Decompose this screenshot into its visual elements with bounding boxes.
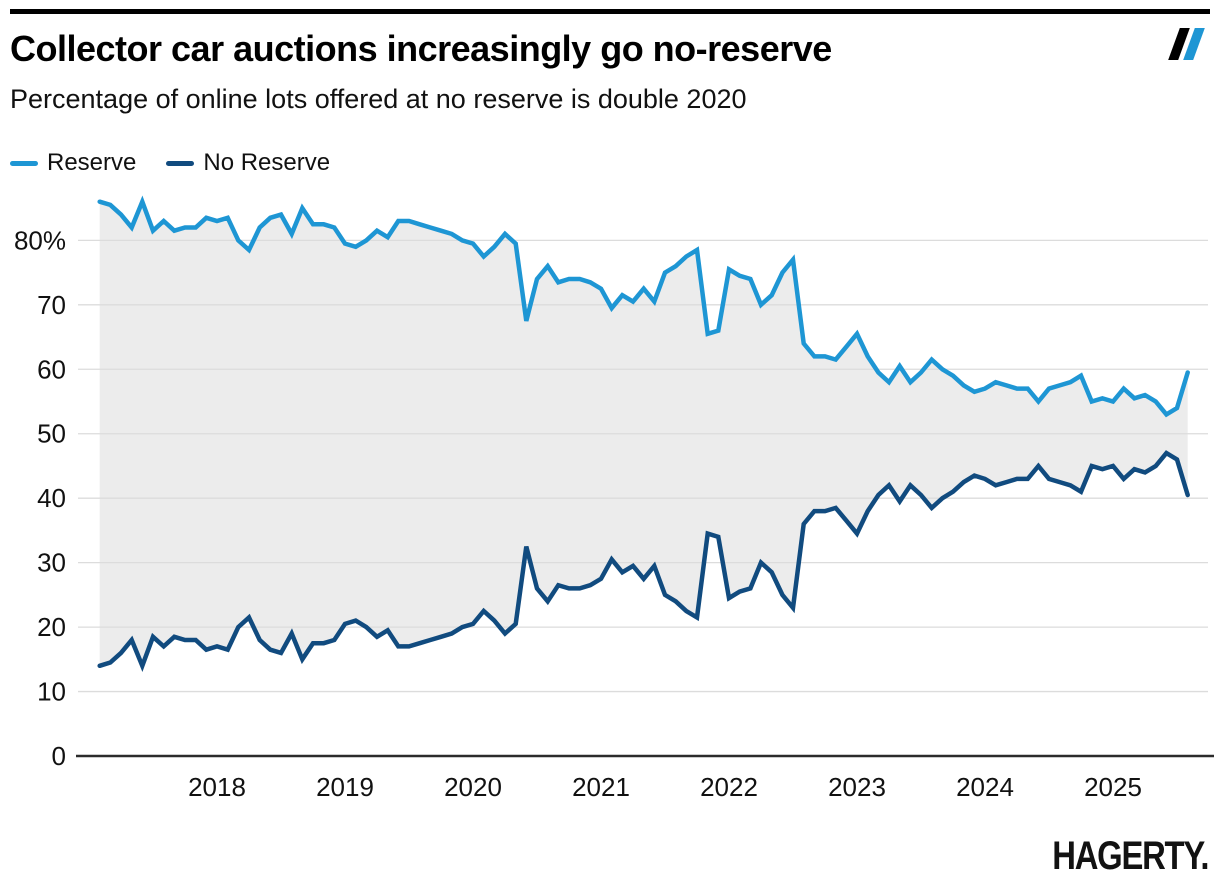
svg-text:40: 40 — [37, 483, 66, 513]
svg-text:2022: 2022 — [700, 772, 758, 802]
svg-text:60: 60 — [37, 354, 66, 384]
svg-text:2020: 2020 — [444, 772, 502, 802]
svg-text:20: 20 — [37, 612, 66, 642]
chart-subtitle: Percentage of online lots offered at no … — [10, 84, 747, 114]
svg-text:30: 30 — [37, 548, 66, 578]
legend-item-no-reserve: No Reserve — [166, 149, 330, 177]
svg-text:50: 50 — [37, 419, 66, 449]
svg-text:2025: 2025 — [1084, 772, 1142, 802]
svg-text:80%: 80% — [14, 225, 66, 255]
svg-text:2024: 2024 — [956, 772, 1014, 802]
svg-text:0: 0 — [52, 741, 66, 771]
legend-item-reserve: Reserve — [10, 149, 136, 177]
legend-label-no-reserve: No Reserve — [203, 149, 331, 176]
svg-text:2023: 2023 — [828, 772, 886, 802]
page-title: Collector car auctions increasingly go n… — [10, 28, 832, 69]
svg-text:2018: 2018 — [188, 772, 246, 802]
no-reserve-line-swatch-icon — [166, 160, 195, 166]
svg-text:10: 10 — [37, 677, 66, 707]
double-slash-icon — [1166, 28, 1206, 60]
svg-text:2019: 2019 — [316, 772, 374, 802]
svg-text:2021: 2021 — [572, 772, 630, 802]
top-rule — [10, 9, 1210, 14]
legend: Reserve No Reserve — [10, 149, 330, 177]
svg-text:70: 70 — [37, 290, 66, 320]
reserve-line-swatch-icon — [10, 160, 38, 166]
legend-label-reserve: Reserve — [47, 149, 137, 176]
hagerty-logo: HAGERTY. — [1051, 834, 1209, 878]
